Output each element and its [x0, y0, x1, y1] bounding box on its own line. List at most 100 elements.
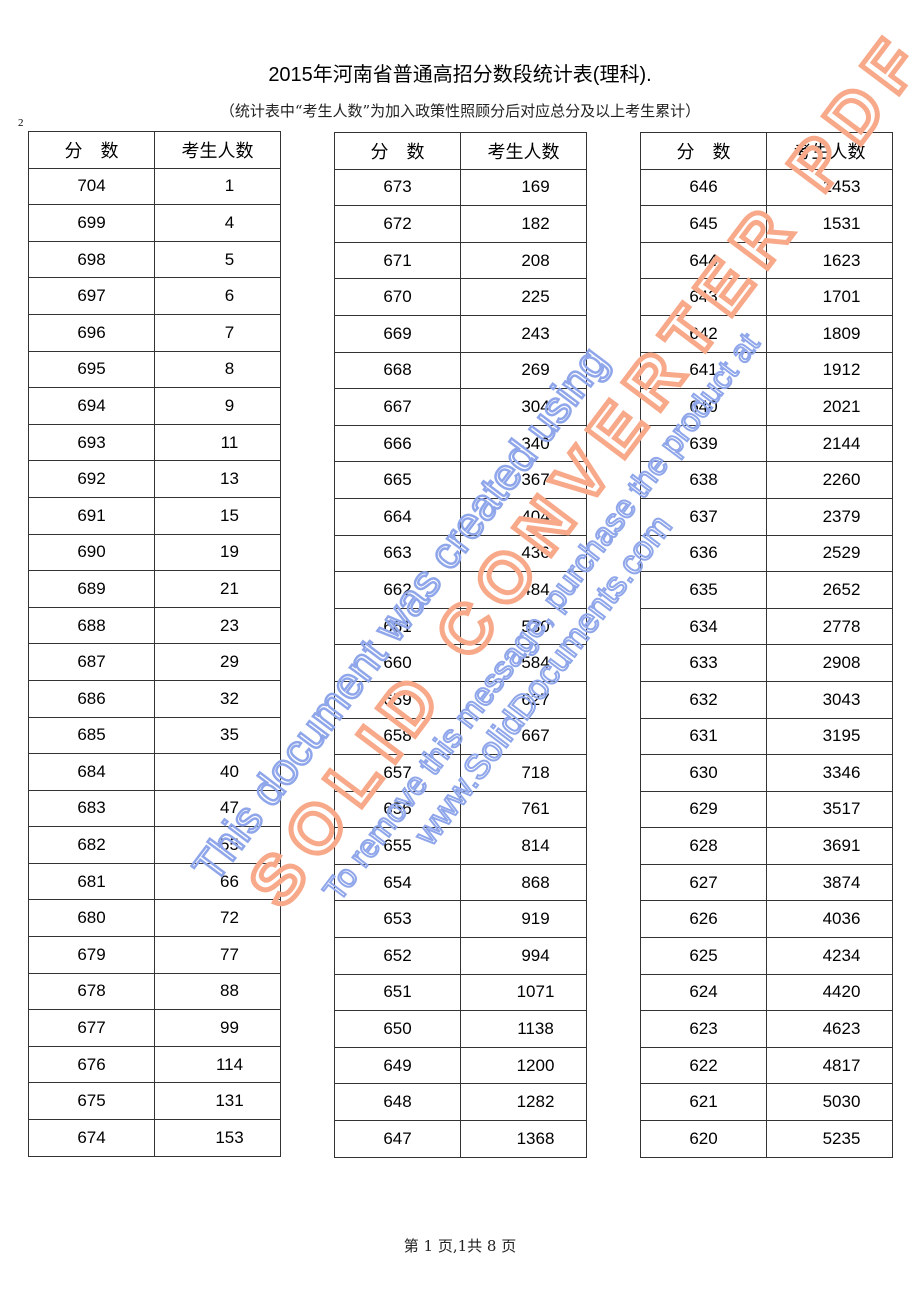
table-row: 620 5235 — [640, 1120, 893, 1158]
table-row: 675 131 — [28, 1082, 281, 1121]
table-row: 669 243 — [334, 314, 587, 353]
count-cell: 667 — [460, 717, 587, 756]
table-row: 689 21 — [28, 570, 281, 608]
score-cell: 675 — [28, 1082, 155, 1121]
count-cell: 1453 — [766, 168, 893, 207]
count-cell: 114 — [154, 1045, 281, 1084]
count-cell: 15 — [154, 496, 281, 535]
count-cell: 153 — [154, 1119, 281, 1157]
table-row: 676 114 — [28, 1045, 281, 1084]
table-row: 640 2021 — [640, 388, 893, 426]
table-row: 637 2379 — [640, 497, 893, 536]
count-cell: 1701 — [766, 278, 893, 316]
table-row: 633 2908 — [640, 644, 893, 682]
count-cell: 269 — [460, 351, 587, 390]
count-cell: 5030 — [766, 1083, 893, 1122]
table-row: 682 55 — [28, 826, 281, 864]
table-row: 623 4623 — [640, 1010, 893, 1048]
count-cell: 55 — [154, 826, 281, 864]
table-row: 691 15 — [28, 496, 281, 535]
score-cell: 632 — [640, 680, 767, 719]
table-row: 627 3874 — [640, 863, 893, 902]
count-cell: 584 — [460, 644, 587, 682]
score-cell: 650 — [334, 1010, 461, 1048]
score-cell: 642 — [640, 314, 767, 353]
count-cell: 4036 — [766, 900, 893, 939]
count-cell: 9 — [154, 387, 281, 425]
column-header-count: 考生人数 — [766, 132, 893, 170]
table-row: 695 8 — [28, 350, 281, 389]
score-cell: 634 — [640, 607, 767, 646]
table-row: 687 29 — [28, 643, 281, 681]
table-row: 686 32 — [28, 679, 281, 718]
count-cell: 1 — [154, 167, 281, 206]
table-row: 625 4234 — [640, 937, 893, 975]
table-row: 647 1368 — [334, 1120, 587, 1158]
table-row: 649 1200 — [334, 1046, 587, 1085]
count-cell: 484 — [460, 571, 587, 609]
score-cell: 635 — [640, 571, 767, 609]
score-cell: 682 — [28, 826, 155, 864]
table-row: 630 3346 — [640, 754, 893, 792]
count-cell: 131 — [154, 1082, 281, 1121]
table-row: 658 667 — [334, 717, 587, 756]
count-cell: 404 — [460, 497, 587, 536]
score-cell: 704 — [28, 167, 155, 206]
table-row: 699 4 — [28, 204, 281, 242]
count-cell: 1200 — [460, 1046, 587, 1085]
score-cell: 699 — [28, 204, 155, 242]
score-cell: 666 — [334, 424, 461, 463]
score-cell: 692 — [28, 460, 155, 498]
table-row: 643 1701 — [640, 278, 893, 316]
score-cell: 684 — [28, 753, 155, 791]
table-row: 654 868 — [334, 863, 587, 902]
score-cell: 629 — [640, 790, 767, 829]
count-cell: 1368 — [460, 1120, 587, 1158]
count-cell: 2529 — [766, 534, 893, 573]
score-cell: 693 — [28, 423, 155, 462]
table-row: 655 814 — [334, 827, 587, 865]
score-cell: 660 — [334, 644, 461, 682]
count-cell: 72 — [154, 899, 281, 938]
score-cell: 641 — [640, 351, 767, 390]
table-row: 635 2652 — [640, 571, 893, 609]
document-title: 2015年河南省普通高招分数段统计表(理科). — [268, 64, 652, 86]
score-cell: 668 — [334, 351, 461, 390]
score-cell: 636 — [640, 534, 767, 573]
table-row: 704 1 — [28, 167, 281, 206]
table-row: 694 9 — [28, 387, 281, 425]
count-cell: 225 — [460, 278, 587, 316]
column-header-score: 分 数 — [28, 131, 155, 169]
table-row: 652 994 — [334, 937, 587, 975]
table-row: 678 88 — [28, 972, 281, 1011]
table-row: 642 1809 — [640, 314, 893, 353]
score-cell: 656 — [334, 790, 461, 829]
table-row: 651 1071 — [334, 973, 587, 1012]
score-cell: 645 — [640, 205, 767, 243]
count-cell: 3517 — [766, 790, 893, 829]
document-subtitle: （统计表中“考生人数”为加入政策性照顾分后对应总分及以上考生累计） — [219, 102, 701, 120]
count-cell: 13 — [154, 460, 281, 498]
score-cell: 661 — [334, 607, 461, 646]
header-row: 分 数考生人数 — [28, 131, 281, 169]
score-cell: 698 — [28, 240, 155, 279]
count-cell: 5 — [154, 240, 281, 279]
score-cell: 670 — [334, 278, 461, 316]
score-cell: 631 — [640, 717, 767, 756]
score-cell: 696 — [28, 313, 155, 352]
table-row: 671 208 — [334, 241, 587, 280]
count-cell: 77 — [154, 936, 281, 974]
column-header-count: 考生人数 — [460, 132, 587, 170]
table-row: 681 66 — [28, 862, 281, 901]
table-row: 663 436 — [334, 534, 587, 573]
table-row: 672 182 — [334, 205, 587, 243]
count-cell: 29 — [154, 643, 281, 681]
table-row: 667 304 — [334, 388, 587, 426]
table-row: 648 1282 — [334, 1083, 587, 1122]
score-cell: 649 — [334, 1046, 461, 1085]
table-row: 664 404 — [334, 497, 587, 536]
score-cell: 633 — [640, 644, 767, 682]
score-cell: 677 — [28, 1009, 155, 1047]
table-row: 684 40 — [28, 753, 281, 791]
count-cell: 1912 — [766, 351, 893, 390]
